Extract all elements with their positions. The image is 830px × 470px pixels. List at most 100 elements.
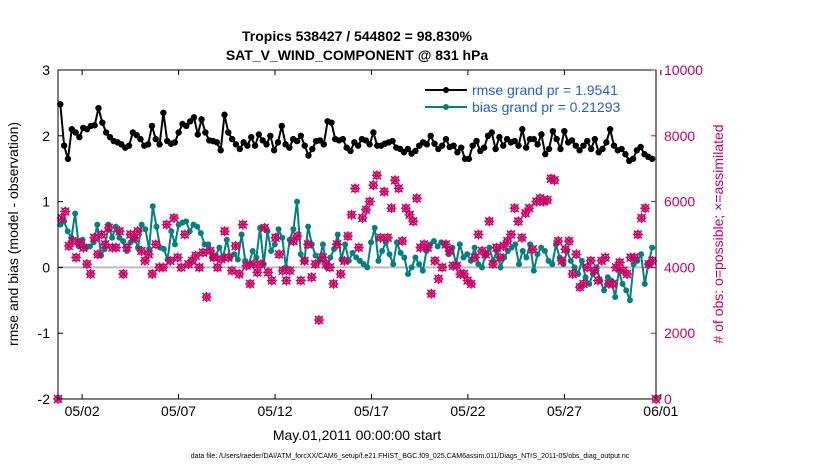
obs-point [67,236,78,247]
obs-point [81,259,92,270]
series-rmse-point [465,155,473,163]
series-rmse-point [263,141,270,148]
series-rmse-point [175,129,182,136]
chart-subtitle: SAT_V_WIND_COMPONENT @ 831 hPa [226,47,489,63]
series-rmse-point [354,142,362,149]
series-bias-point [231,251,238,258]
series-bias-point [312,252,319,259]
legend-rmse-marker [443,87,449,93]
series-rmse-point [599,145,606,153]
series-rmse-point [389,137,396,145]
series-bias-point [279,234,286,241]
obs-point [593,275,604,286]
series-rmse-point [603,139,610,146]
series-rmse-point [480,144,488,151]
obs-point [255,259,266,270]
obs-point [92,249,103,260]
series-bias-point [541,247,548,254]
series-rmse-point [557,145,564,153]
obs-point [480,249,491,260]
obs-point [607,278,618,289]
series-bias-point [641,280,648,287]
series-bias-point [249,247,256,254]
obs-point [491,242,502,253]
series-rmse-point [137,135,144,143]
series-bias-point [171,241,178,248]
obs-point [161,219,172,230]
obs-point [382,232,393,243]
obs-point [553,236,564,247]
series-bias-point [586,280,593,287]
y-axis-right-ticks: 0 2000 4000 6000 8000 10000 [651,62,703,407]
obs-point [346,209,357,220]
series-rmse-point [545,145,553,153]
series-obs-markers [53,170,661,404]
series-rmse-point [553,135,560,143]
series-rmse-point [183,122,190,130]
x-tick-label: 06/01 [643,403,678,419]
series-rmse-point [496,133,503,141]
x-tick-label: 05/22 [450,403,485,419]
series-bias-point [294,198,301,205]
obs-point [132,226,143,237]
obs-point [295,275,306,286]
obs-point [361,204,372,215]
series-bias-point [386,251,393,258]
series-bias-point [194,223,201,230]
y-tick-label: 3 [42,62,50,78]
obs-point [513,216,524,227]
x-axis-ticks: 05/02 05/07 05/12 05/17 05/22 05/27 06/01 [65,70,679,419]
obs-point [484,216,495,227]
series-bias-point [64,228,71,235]
series-rmse-point [576,147,583,154]
obs-point [571,249,582,260]
obs-point [179,229,190,240]
y-axis-left-ticks: -2 -1 0 1 2 3 [38,62,63,407]
legend-bias-label: bias grand pr = 0.21293 [472,99,620,115]
series-bias-point [290,226,297,233]
obs-point [303,239,314,250]
series-rmse-point [60,142,68,149]
series-rmse-point [542,151,549,158]
series-rmse-point [404,145,411,153]
obs-point [190,250,201,261]
x-tick-label: 05/07 [161,403,196,419]
series-rmse-point [530,135,537,143]
obs-point [252,267,263,278]
series-rmse-point [473,137,480,145]
x-tick-label: 05/02 [65,403,100,419]
series-bias-point [72,210,79,217]
series-rmse-point [629,155,637,163]
series-rmse-point [267,132,274,139]
obs-point [110,242,121,253]
series-bias-point [334,231,341,238]
series-rmse-point [274,139,282,146]
series-rmse-point [221,111,228,118]
footer-data-file: data file: /Users/raeder/DAI/ATM_forcXX/… [191,453,630,460]
obs-point [386,203,397,214]
series-rmse-point [339,135,347,143]
obs-point [600,252,611,263]
series-rmse-point [297,132,305,139]
obs-point [165,255,176,266]
y-tick-label: 2 [42,128,50,144]
series-rmse-point [423,141,431,148]
obs-point [172,252,183,263]
series-bias-point [567,257,574,264]
obs-point [168,213,179,224]
obs-point [578,278,589,289]
obs-point [78,242,89,253]
series-rmse-point [160,109,167,116]
obs-point [589,265,600,276]
series-rmse-point [522,144,530,151]
obs-point [219,226,230,237]
series-rmse-point [622,151,629,158]
obs-point [397,236,408,247]
series-rmse-point [57,101,64,108]
series-rmse-point [606,126,614,133]
series-bias-point [364,264,371,271]
series-rmse-point [194,131,201,138]
obs-point [469,252,480,263]
obs-point [216,254,227,265]
